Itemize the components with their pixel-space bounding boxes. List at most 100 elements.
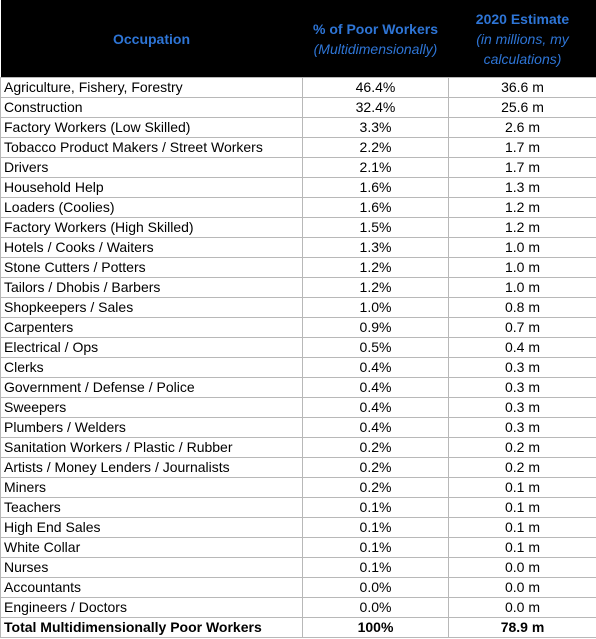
value-cell: 0.4%: [302, 377, 449, 398]
occupation-cell: Drivers: [0, 157, 303, 178]
table-row: Accountants 0.0% 0.0 m: [0, 577, 596, 598]
table-row: Miners 0.2% 0.1 m: [0, 477, 596, 498]
table-row: Household Help 1.6% 1.3 m: [0, 177, 596, 198]
value-cell: 1.6%: [302, 197, 449, 218]
value-cell: 1.3 m: [448, 177, 596, 198]
value-cell: 0.1 m: [448, 537, 596, 558]
column-header: % of Poor Workers (Multidimensionally): [302, 0, 449, 78]
column-title: Occupation: [112, 30, 190, 47]
value-cell: 0.2 m: [448, 457, 596, 478]
table-row: Agriculture, Fishery, Forestry 46.4% 36.6 …: [0, 77, 596, 98]
value-cell: 100%: [302, 617, 449, 638]
value-cell: 0.0%: [302, 577, 449, 598]
value-cell: 0.1%: [302, 517, 449, 538]
table-row: Artists / Money Lenders / Journalists 0.2…: [0, 457, 596, 478]
value-cell: 1.5%: [302, 217, 449, 238]
header-row: Occupation % of Poor Workers (Multidimensi…: [0, 0, 596, 78]
column-title: % of Poor Workers: [313, 20, 438, 37]
table-row: White Collar 0.1% 0.1 m: [0, 537, 596, 558]
value-cell: 0.1%: [302, 497, 449, 518]
occupation-cell: Tobacco Product Makers / Street Workers: [0, 137, 303, 158]
occupation-cell: Carpenters: [0, 317, 303, 338]
table-row: Factory Workers (Low Skilled) 3.3% 2.6 m: [0, 117, 596, 138]
table-row: Factory Workers (High Skilled) 1.5% 1.2 m: [0, 217, 596, 238]
value-cell: 0.0 m: [448, 597, 596, 618]
value-cell: 0.1 m: [448, 517, 596, 538]
column-note: (in millions, my calculations): [476, 30, 569, 67]
occupation-cell: Tailors / Dhobis / Barbers: [0, 277, 303, 298]
table-row: Hotels / Cooks / Waiters 1.3% 1.0 m: [0, 237, 596, 258]
table-row: Tobacco Product Makers / Street Workers 2…: [0, 137, 596, 158]
table-row: Nurses 0.1% 0.0 m: [0, 557, 596, 578]
value-cell: 0.5%: [302, 337, 449, 358]
value-cell: 0.1%: [302, 537, 449, 558]
value-cell: 0.4%: [302, 417, 449, 438]
table-row: Engineers / Doctors 0.0% 0.0 m: [0, 597, 596, 618]
value-cell: 1.2 m: [448, 197, 596, 218]
value-cell: 0.0%: [302, 597, 449, 618]
table-row: Plumbers / Welders 0.4% 0.3 m: [0, 417, 596, 438]
table-row: Teachers 0.1% 0.1 m: [0, 497, 596, 518]
value-cell: 0.0 m: [448, 577, 596, 598]
occupation-cell: Artists / Money Lenders / Journalists: [0, 457, 303, 478]
value-cell: 0.3 m: [448, 417, 596, 438]
value-cell: 2.6 m: [448, 117, 596, 138]
value-cell: 0.9%: [302, 317, 449, 338]
occupation-cell: Plumbers / Welders: [0, 417, 303, 438]
table-row: Shopkeepers / Sales 1.0% 0.8 m: [0, 297, 596, 318]
occupation-cell: Loaders (Coolies): [0, 197, 303, 218]
occupation-cell: Construction: [0, 97, 303, 118]
value-cell: 1.0%: [302, 297, 449, 318]
value-cell: 0.0 m: [448, 557, 596, 578]
value-cell: 1.0 m: [448, 277, 596, 298]
value-cell: 0.3 m: [448, 357, 596, 378]
value-cell: 1.2 m: [448, 217, 596, 238]
value-cell: 0.1 m: [448, 497, 596, 518]
value-cell: 0.4%: [302, 397, 449, 418]
occupation-cell: Agriculture, Fishery, Forestry: [0, 77, 303, 98]
value-cell: 0.1%: [302, 557, 449, 578]
column-header: 2020 Estimate (in millions, my calculatio…: [448, 0, 596, 78]
occupation-cell: Shopkeepers / Sales: [0, 297, 303, 318]
table-row: Construction 32.4% 25.6 m: [0, 97, 596, 118]
occupation-cell: Accountants: [0, 577, 303, 598]
value-cell: 32.4%: [302, 97, 449, 118]
occupation-cell: Total Multidimensionally Poor Workers: [0, 617, 303, 638]
value-cell: 2.1%: [302, 157, 449, 178]
table-row: Electrical / Ops 0.5% 0.4 m: [0, 337, 596, 358]
value-cell: 0.3 m: [448, 397, 596, 418]
value-cell: 0.3 m: [448, 377, 596, 398]
value-cell: 78.9 m: [448, 617, 596, 638]
value-cell: 0.2 m: [448, 437, 596, 458]
value-cell: 1.0 m: [448, 237, 596, 258]
value-cell: 0.2%: [302, 437, 449, 458]
value-cell: 1.6%: [302, 177, 449, 198]
occupation-cell: Nurses: [0, 557, 303, 578]
occupation-cell: Stone Cutters / Potters: [0, 257, 303, 278]
value-cell: 1.2%: [302, 257, 449, 278]
value-cell: 36.6 m: [448, 77, 596, 98]
value-cell: 0.2%: [302, 477, 449, 498]
occupation-cell: Government / Defense / Police: [0, 377, 303, 398]
value-cell: 2.2%: [302, 137, 449, 158]
value-cell: 0.4%: [302, 357, 449, 378]
occupation-cell: Factory Workers (Low Skilled): [0, 117, 303, 138]
value-cell: 1.2%: [302, 277, 449, 298]
table-row: Loaders (Coolies) 1.6% 1.2 m: [0, 197, 596, 218]
value-cell: 3.3%: [302, 117, 449, 138]
table-body: Agriculture, Fishery, Forestry 46.4% 36.6 …: [0, 77, 596, 638]
occupation-cell: Engineers / Doctors: [0, 597, 303, 618]
value-cell: 46.4%: [302, 77, 449, 98]
table-header: Occupation % of Poor Workers (Multidimensi…: [0, 0, 596, 78]
value-cell: 0.7 m: [448, 317, 596, 338]
table-row: High End Sales 0.1% 0.1 m: [0, 517, 596, 538]
occupation-cell: Factory Workers (High Skilled): [0, 217, 303, 238]
occupation-cell: Miners: [0, 477, 303, 498]
occupation-cell: High End Sales: [0, 517, 303, 538]
occupation-cell: Sanitation Workers / Plastic / Rubber: [0, 437, 303, 458]
occupation-cell: Household Help: [0, 177, 303, 198]
occupation-cell: Clerks: [0, 357, 303, 378]
table-row: Clerks 0.4% 0.3 m: [0, 357, 596, 378]
